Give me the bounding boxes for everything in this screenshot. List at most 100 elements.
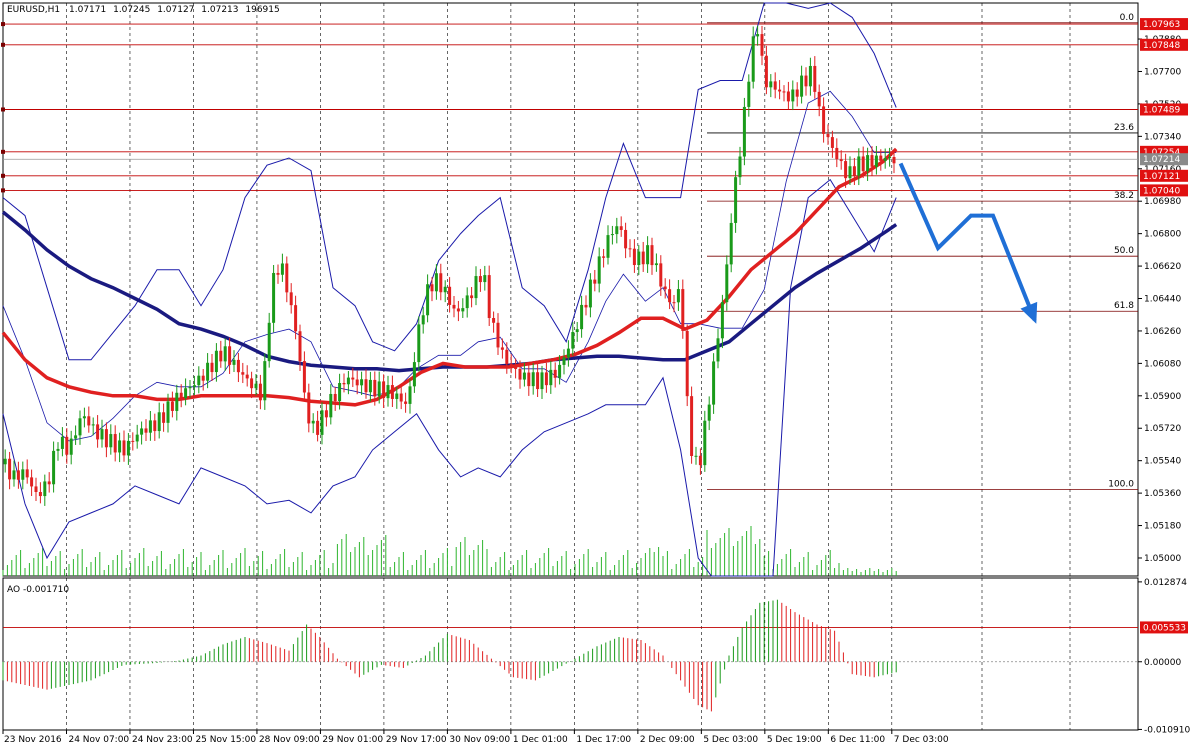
candle-body bbox=[694, 455, 698, 457]
candle-body bbox=[500, 347, 504, 350]
time-label: 24 Nov 07:00 bbox=[68, 735, 129, 745]
candle-body bbox=[478, 276, 482, 283]
bollinger-bands bbox=[2, 2, 897, 577]
price-tick-label: 1.06080 bbox=[1144, 359, 1181, 369]
candle-body bbox=[386, 385, 390, 399]
horizontal-levels[interactable] bbox=[1, 22, 1138, 193]
candle-body bbox=[791, 89, 795, 102]
price-tick-label: 1.05180 bbox=[1144, 522, 1181, 532]
candle-body bbox=[712, 361, 716, 405]
candle-body bbox=[430, 284, 434, 292]
candle-body bbox=[690, 396, 694, 456]
candle-body bbox=[575, 329, 579, 333]
candle-body bbox=[21, 469, 25, 480]
candle-body bbox=[456, 308, 460, 312]
candle-body bbox=[817, 91, 821, 107]
level-tag-box bbox=[1140, 18, 1188, 31]
ma-slow-line bbox=[1, 210, 898, 373]
candle-body bbox=[795, 89, 799, 97]
time-label: 30 Nov 09:00 bbox=[449, 735, 510, 745]
candle-body bbox=[558, 364, 562, 378]
candle-body bbox=[654, 263, 658, 266]
candle-body bbox=[883, 158, 887, 161]
candle-body bbox=[716, 338, 720, 362]
ao-tick-label: 0.00000 bbox=[1144, 658, 1181, 668]
candle-body bbox=[245, 374, 249, 379]
candle-body bbox=[580, 304, 584, 330]
price-tick-label: 1.05900 bbox=[1144, 392, 1181, 402]
candle-body bbox=[492, 318, 496, 323]
candle-body bbox=[412, 362, 416, 387]
symbol-header: EURUSD,H1 1.07171 1.07245 1.07127 1.0721… bbox=[7, 5, 280, 15]
candle-body bbox=[685, 330, 689, 397]
candle-body bbox=[360, 379, 364, 386]
fibonacci-retracement[interactable]: 0.0 23.6 38.2 50.0 61.8 100.0 bbox=[707, 13, 1138, 490]
candle-body bbox=[25, 469, 29, 478]
fib-level-label: 50.0 bbox=[1114, 246, 1134, 256]
candle-body bbox=[320, 410, 324, 435]
candle-body bbox=[280, 263, 284, 275]
candle-body bbox=[707, 404, 711, 421]
candle-body bbox=[597, 256, 601, 284]
fib-level-label: 38.2 bbox=[1114, 191, 1134, 201]
candle-body bbox=[756, 34, 760, 37]
candle-body bbox=[448, 286, 452, 305]
price-tick-label: 1.05720 bbox=[1144, 424, 1181, 434]
candle-body bbox=[822, 106, 826, 134]
candle-body bbox=[747, 81, 751, 107]
ao-panel[interactable]: 0.012874 0.00000 -0.010910 0.005533 AO -0.0… bbox=[2, 577, 1190, 736]
candle-body bbox=[298, 331, 302, 362]
candle-body bbox=[38, 492, 42, 497]
candle-body bbox=[866, 155, 870, 172]
candle-body bbox=[395, 393, 399, 399]
volume-value: 196915 bbox=[245, 5, 279, 15]
candle-body bbox=[338, 383, 342, 402]
candle-body bbox=[531, 372, 535, 387]
candle-body bbox=[434, 273, 438, 292]
candle-body bbox=[452, 304, 456, 309]
candle-body bbox=[606, 235, 610, 258]
candle-body bbox=[602, 256, 606, 258]
candle-body bbox=[593, 279, 597, 284]
candle-body bbox=[8, 458, 12, 480]
candle-body bbox=[632, 248, 636, 266]
candle-body bbox=[588, 279, 592, 308]
candle-body bbox=[738, 156, 742, 178]
candle-body bbox=[122, 440, 126, 456]
candle-body bbox=[443, 286, 447, 293]
level-tag-box bbox=[1140, 103, 1188, 116]
candle-body bbox=[628, 248, 632, 250]
candle-body bbox=[140, 428, 144, 435]
candle-body bbox=[800, 75, 804, 97]
candle-body bbox=[250, 378, 254, 389]
candle-body bbox=[91, 424, 95, 426]
time-label: 29 Nov 01:00 bbox=[322, 735, 383, 745]
candle-body bbox=[417, 324, 421, 363]
candle-body bbox=[566, 348, 570, 358]
ao-label: AO -0.001710 bbox=[7, 585, 69, 595]
ma-fast-line bbox=[1, 147, 898, 407]
candle-body bbox=[487, 275, 491, 319]
candle-body bbox=[228, 346, 232, 365]
fib-level-label: 23.6 bbox=[1114, 123, 1134, 133]
price-tick-label: 1.06620 bbox=[1144, 262, 1181, 272]
candle-body bbox=[879, 155, 883, 161]
price-tick-label: 1.05000 bbox=[1144, 554, 1181, 564]
candle-body bbox=[162, 412, 166, 423]
price-tick-label: 1.06980 bbox=[1144, 197, 1181, 207]
price-tick-label: 1.05360 bbox=[1144, 489, 1181, 499]
candle-body bbox=[232, 359, 236, 365]
candle-body bbox=[131, 440, 135, 442]
symbol-name: EURUSD,H1 bbox=[7, 5, 60, 15]
candle-body bbox=[276, 272, 280, 275]
time-label: 25 Nov 15:00 bbox=[195, 735, 256, 745]
candle-body bbox=[43, 481, 47, 497]
bollinger-upper bbox=[2, 2, 897, 361]
candle-body bbox=[329, 393, 333, 418]
candle-body bbox=[82, 416, 86, 419]
candle-body bbox=[544, 372, 548, 386]
forecast-arrow[interactable] bbox=[898, 162, 1038, 324]
time-label: 23 Nov 2016 bbox=[4, 735, 62, 745]
